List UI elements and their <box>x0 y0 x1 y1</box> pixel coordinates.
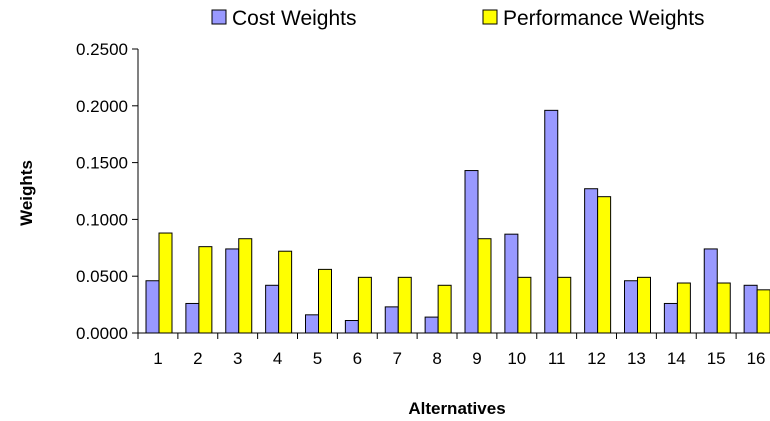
bar-performance-7 <box>397 276 412 334</box>
bar-cost-2 <box>185 302 200 334</box>
y-axis-title: Weights <box>17 160 36 226</box>
y-tick-label: 0.1000 <box>76 210 128 229</box>
bar-cost-10 <box>504 233 519 334</box>
x-tick-label: 8 <box>432 349 441 368</box>
bar-cost-12 <box>584 188 599 334</box>
x-tick-label: 6 <box>353 349 362 368</box>
bar-cost-4 <box>265 284 280 334</box>
bar-cost-15 <box>703 248 718 334</box>
bar-performance-5 <box>318 268 332 334</box>
x-tick-label: 7 <box>392 349 401 368</box>
x-axis-title: Alternatives <box>408 399 505 418</box>
y-tick-label: 0.2000 <box>76 97 128 116</box>
x-tick-label: 15 <box>707 349 726 368</box>
bar-performance-1 <box>158 232 173 334</box>
bar-performance-11 <box>557 276 572 334</box>
bar-performance-8 <box>437 284 452 334</box>
x-tick-label: 16 <box>747 349 766 368</box>
bar-cost-6 <box>344 320 359 334</box>
bar-performance-6 <box>357 276 372 334</box>
legend-label-performance: Performance Weights <box>503 7 705 30</box>
bar-cost-7 <box>384 306 399 334</box>
legend-label-cost: Cost Weights <box>232 7 357 30</box>
x-tick-label: 2 <box>193 349 202 368</box>
bar-performance-12 <box>597 196 612 334</box>
bar-performance-4 <box>278 250 293 334</box>
legend-swatch-performance <box>482 9 498 25</box>
bar-cost-16 <box>743 284 758 334</box>
y-tick-label: 0.1500 <box>76 154 128 173</box>
x-tick-label: 9 <box>472 349 481 368</box>
y-tick-label: 0.2500 <box>76 40 128 59</box>
x-tick-label: 13 <box>627 349 646 368</box>
bar-performance-15 <box>716 282 731 334</box>
x-tick-label: 4 <box>273 349 282 368</box>
x-tick-label: 3 <box>233 349 242 368</box>
legend-swatch-cost <box>211 9 227 25</box>
bar-cost-14 <box>663 302 678 334</box>
x-tick-label: 1 <box>153 349 162 368</box>
x-tick-label: 5 <box>313 349 322 368</box>
y-tick-label: 0.0500 <box>76 267 128 286</box>
bar-performance-16 <box>756 289 770 334</box>
y-tick-label: 0.0000 <box>76 324 128 343</box>
x-tick-label: 11 <box>548 349 566 368</box>
axes-layer <box>137 49 770 334</box>
legend: Cost Weights Performance Weights <box>211 7 705 30</box>
bar-performance-2 <box>198 246 213 334</box>
x-tick-label: 12 <box>587 349 606 368</box>
x-tick-label: 14 <box>667 349 686 368</box>
x-tick-label: 10 <box>507 349 526 368</box>
bars-layer <box>145 109 770 334</box>
bar-performance-3 <box>238 238 253 334</box>
bar-cost-9 <box>464 170 479 334</box>
bar-performance-10 <box>517 276 532 334</box>
bar-cost-1 <box>145 280 160 334</box>
bar-cost-8 <box>424 316 439 334</box>
bar-performance-13 <box>637 276 651 334</box>
bar-cost-13 <box>624 280 638 334</box>
bar-performance-9 <box>477 238 492 334</box>
bar-cost-3 <box>225 248 240 334</box>
bar-cost-5 <box>305 314 319 334</box>
bar-cost-11 <box>544 109 559 334</box>
bar-performance-14 <box>676 282 691 334</box>
